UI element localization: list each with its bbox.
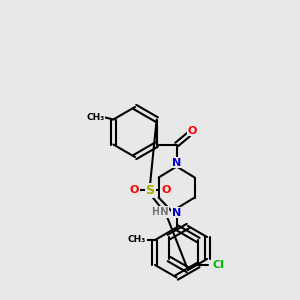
Text: O: O — [129, 185, 139, 195]
Text: N: N — [172, 208, 181, 218]
Text: S: S — [146, 184, 154, 196]
Text: Cl: Cl — [212, 260, 224, 270]
Text: O: O — [161, 185, 171, 195]
Text: N: N — [172, 158, 181, 167]
Text: N: N — [160, 207, 168, 217]
Text: H: H — [151, 207, 159, 217]
Text: CH₃: CH₃ — [128, 236, 146, 244]
Text: CH₃: CH₃ — [86, 113, 104, 122]
Text: O: O — [188, 125, 197, 136]
